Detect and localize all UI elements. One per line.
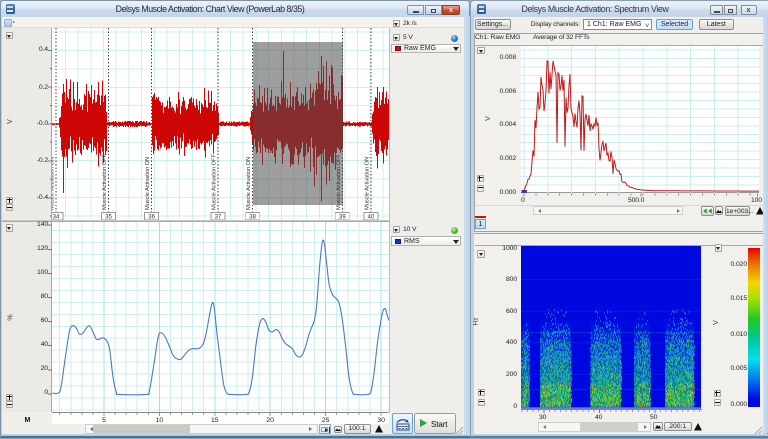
svg-text:25: 25 bbox=[322, 417, 330, 424]
svg-text:38: 38 bbox=[249, 215, 256, 220]
svg-text:36: 36 bbox=[148, 215, 155, 220]
svg-text:Muscle Activation OFF: Muscle Activation OFF bbox=[102, 154, 108, 210]
svg-text:37: 37 bbox=[215, 215, 222, 220]
svg-text:15: 15 bbox=[211, 417, 219, 424]
svg-text:40: 40 bbox=[368, 215, 375, 220]
svg-text:Muscle Activation ON: Muscle Activation ON bbox=[52, 157, 56, 210]
svg-text:39: 39 bbox=[339, 215, 346, 220]
svg-text:Muscle Activation ON: Muscle Activation ON bbox=[145, 157, 151, 210]
svg-text:30: 30 bbox=[377, 417, 385, 424]
svg-text:10: 10 bbox=[156, 417, 164, 424]
svg-text:35: 35 bbox=[105, 215, 112, 220]
svg-text:Muscle Activation OFF: Muscle Activation OFF bbox=[336, 154, 342, 210]
svg-text:34: 34 bbox=[53, 215, 60, 220]
svg-text:Muscle Activation ON: Muscle Activation ON bbox=[246, 157, 252, 210]
svg-text:Muscle Activation OFF: Muscle Activation OFF bbox=[212, 154, 218, 210]
svg-text:5: 5 bbox=[102, 417, 106, 424]
svg-text:Muscle Activation ON: Muscle Activation ON bbox=[365, 157, 371, 210]
svg-text:20: 20 bbox=[266, 417, 274, 424]
